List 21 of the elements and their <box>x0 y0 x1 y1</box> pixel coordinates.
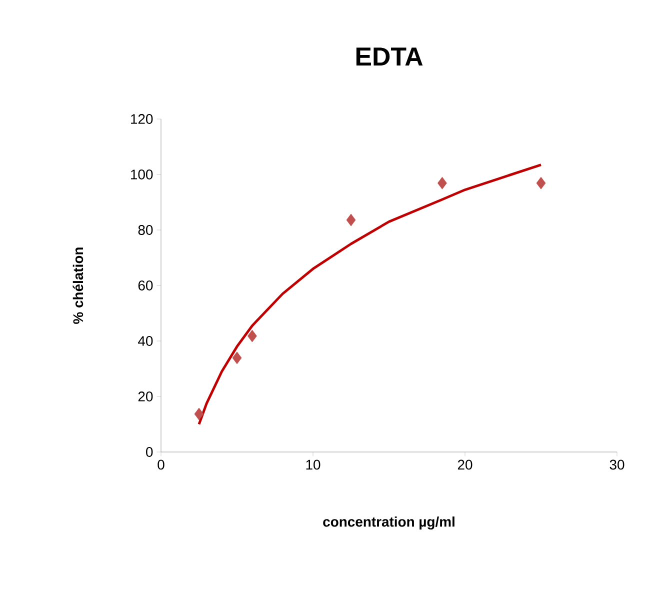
y-tick-label: 20 <box>138 392 153 402</box>
x-tick-label: 30 <box>610 460 624 470</box>
x-tick-label: 10 <box>306 460 320 470</box>
point <box>346 214 356 226</box>
point <box>232 352 242 364</box>
point <box>248 330 257 342</box>
chart-title: EDTA <box>356 48 423 66</box>
y-tick-label: 100 <box>131 170 153 180</box>
y-tick-label: 40 <box>138 336 153 346</box>
point <box>438 176 447 190</box>
x-tick-label: 20 <box>458 460 472 470</box>
y-axis-title: % chélation <box>72 248 84 324</box>
y-tick-label: 120 <box>131 114 153 124</box>
point <box>194 408 204 420</box>
y-tick-label: 60 <box>138 280 153 290</box>
x-tick-label: 0 <box>158 460 164 470</box>
line-series <box>198 164 542 426</box>
y-tick-label: 80 <box>138 225 153 235</box>
point <box>536 176 546 190</box>
y-tick-label: 0 <box>146 447 153 457</box>
x-axis-title: concentration µg/ml <box>323 516 454 530</box>
